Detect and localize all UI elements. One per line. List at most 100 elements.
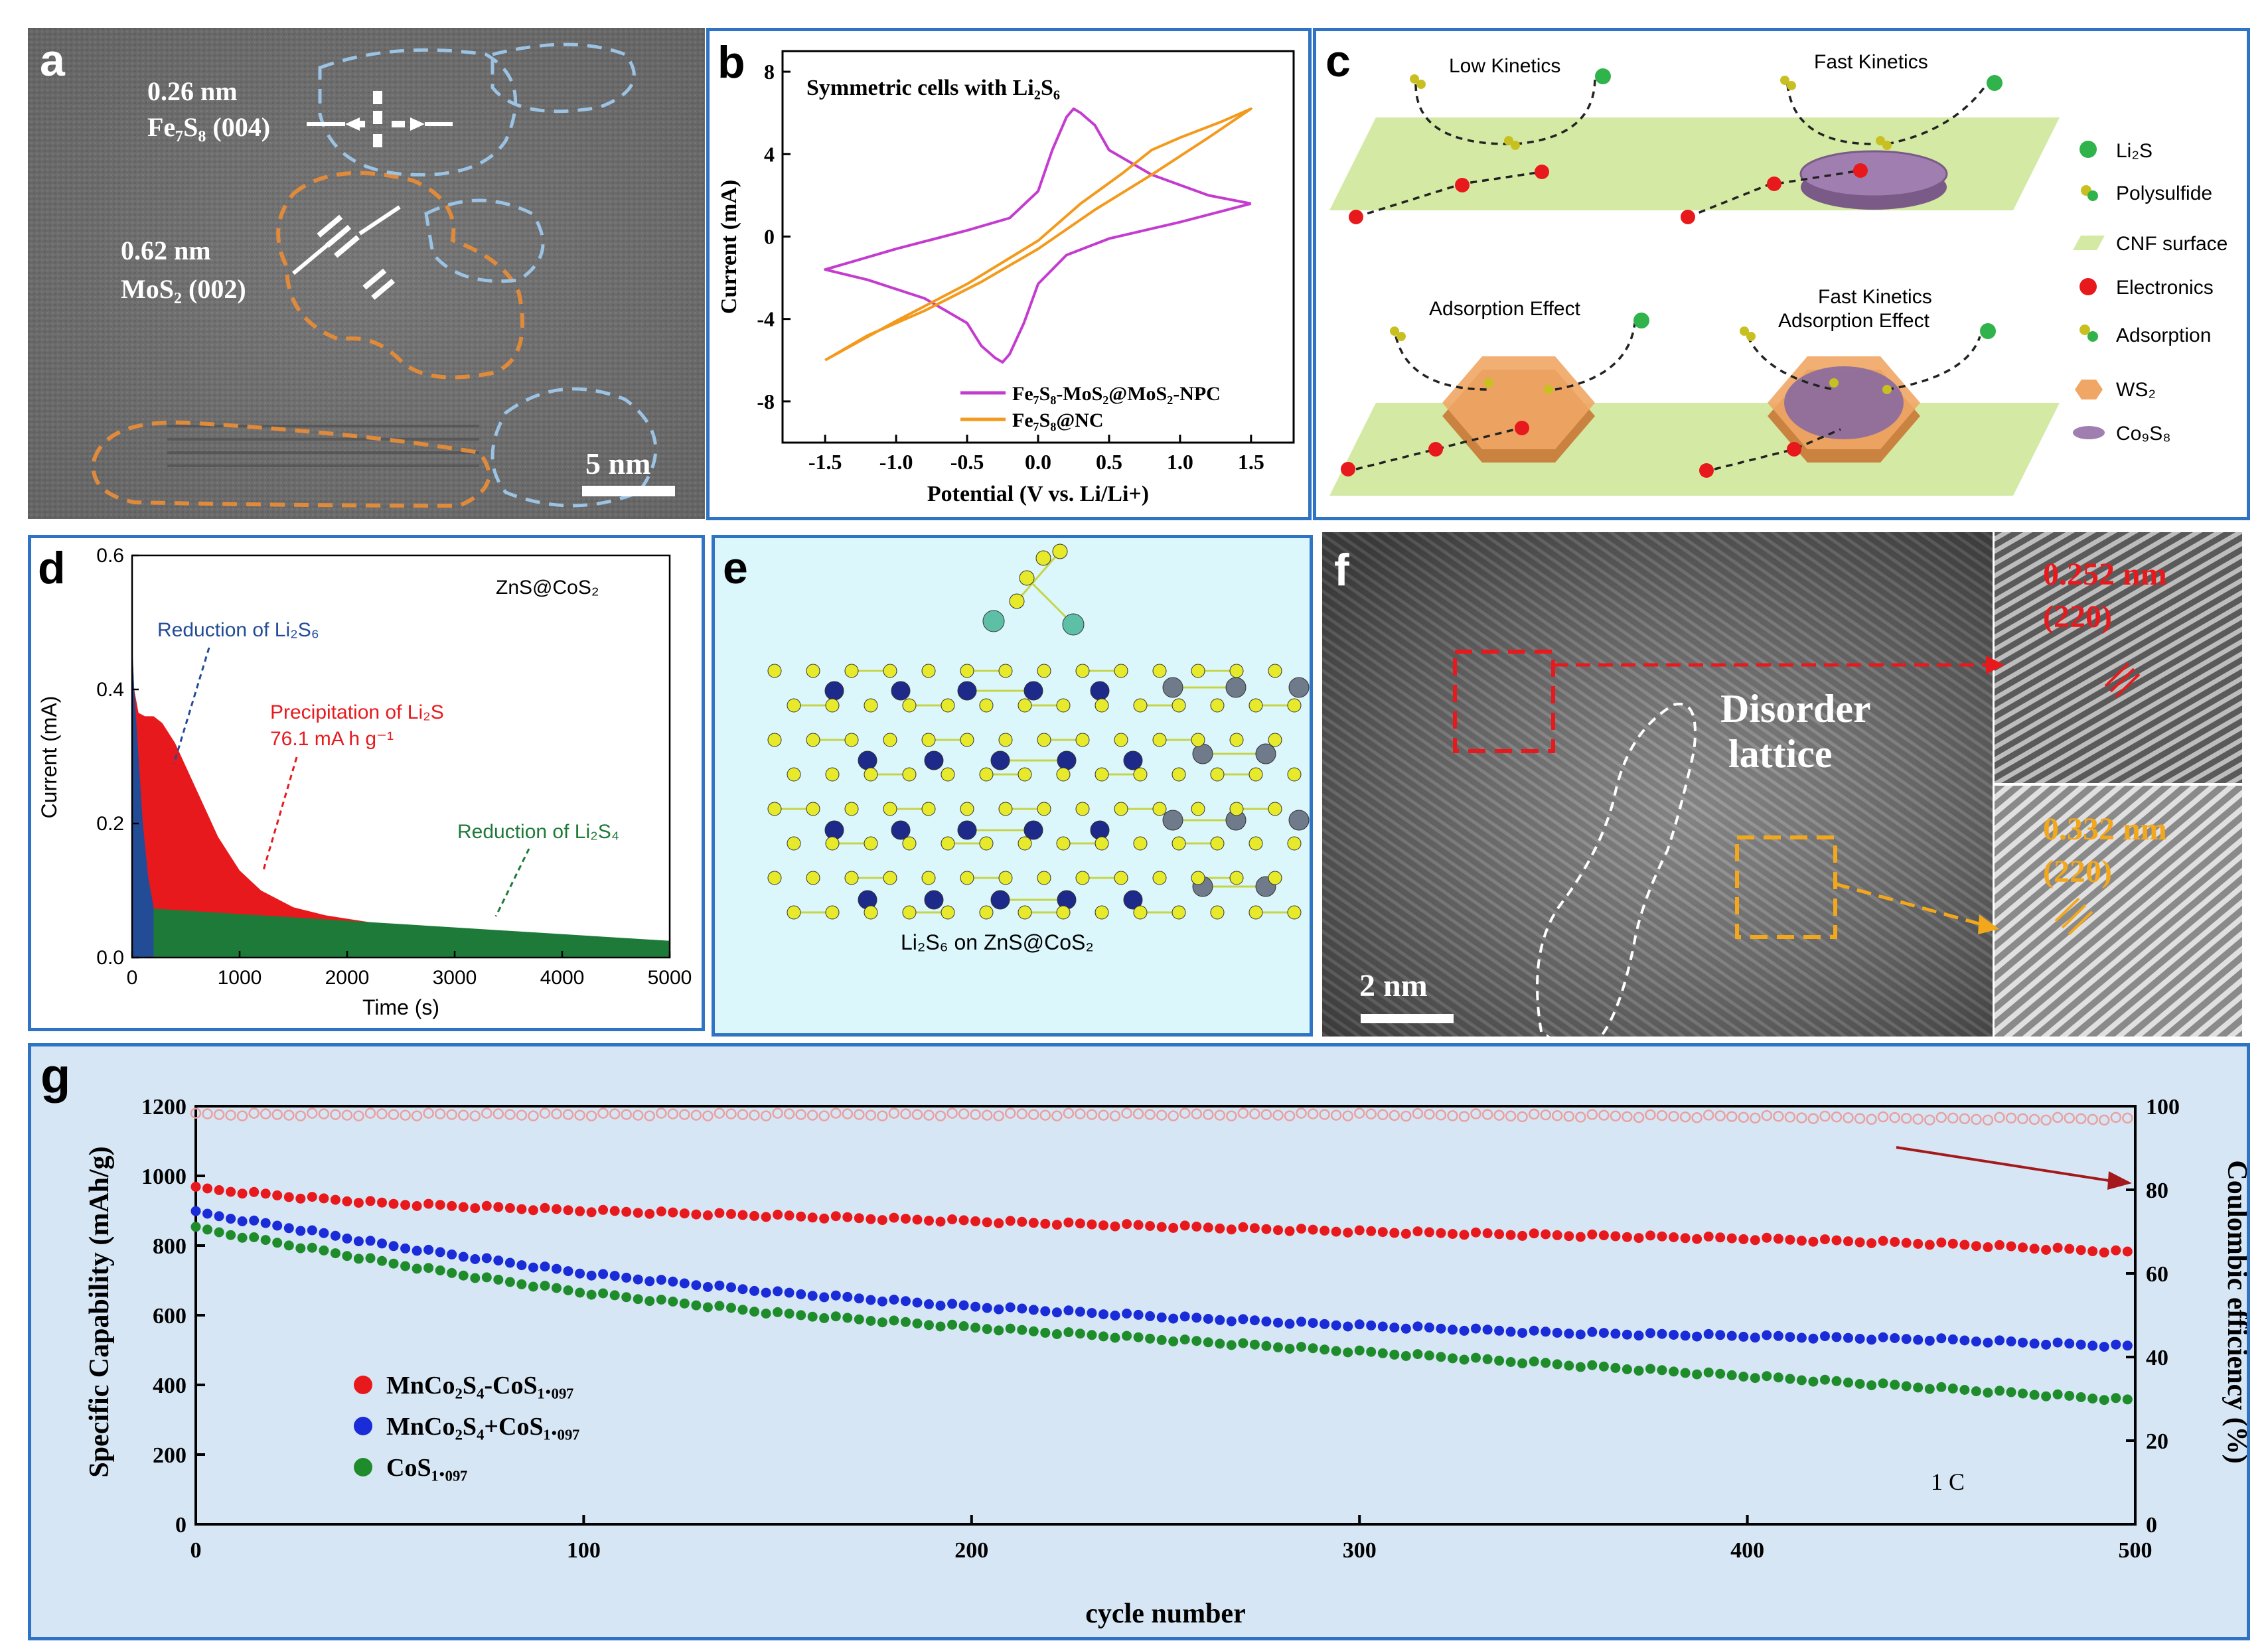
panel-f-label: f <box>1334 545 1349 595</box>
data-point <box>528 1262 538 1273</box>
data-point <box>260 1188 271 1199</box>
data-point <box>411 1110 423 1121</box>
data-point <box>190 1181 201 1192</box>
data-point <box>1331 1226 1341 1237</box>
data-point <box>1796 1112 1807 1123</box>
data-point <box>1715 1368 1726 1379</box>
data-point <box>796 1211 806 1222</box>
atom <box>787 767 801 782</box>
data-point <box>307 1242 317 1253</box>
data-point <box>1726 1370 1737 1380</box>
data-point <box>1191 1313 1202 1323</box>
data-point <box>1657 1328 1667 1339</box>
data-point <box>702 1210 713 1220</box>
data-point <box>1226 1224 1237 1235</box>
data-point <box>307 1225 317 1236</box>
data-point <box>1750 1373 1760 1384</box>
data-point <box>1156 1110 1168 1121</box>
data-point <box>1564 1328 1574 1339</box>
legend-label-g-1: MnCo₂S₄+CoS₁.₀₉₇ <box>386 1413 580 1441</box>
atom <box>1229 664 1244 678</box>
atom <box>941 767 955 782</box>
x-tick-label-b: -0.5 <box>950 450 984 474</box>
data-point <box>1039 1110 1051 1121</box>
data-point <box>1040 1218 1051 1229</box>
rate-label: 1 C <box>1931 1469 1965 1495</box>
data-point <box>1435 1110 1447 1121</box>
data-point <box>1005 1302 1016 1313</box>
y-tick-label-b: 4 <box>764 142 775 166</box>
y-tick-label-g: 1000 <box>141 1165 187 1189</box>
y2-tick-label-g: 20 <box>2146 1429 2168 1454</box>
data-point <box>1377 1348 1388 1358</box>
data-point <box>516 1110 528 1121</box>
atom <box>787 905 801 920</box>
data-point <box>1541 1327 1551 1337</box>
data-point <box>1657 1365 1667 1376</box>
data-point <box>807 1212 818 1223</box>
data-point <box>412 1263 422 1274</box>
data-point <box>773 1209 783 1220</box>
data-point <box>2052 1389 2063 1400</box>
data-point <box>1215 1315 1225 1325</box>
data-point <box>2029 1244 2040 1254</box>
data-point <box>668 1207 678 1218</box>
data-point <box>1831 1376 1842 1386</box>
label-lattice: lattice <box>1728 732 1833 776</box>
area-series-d-2 <box>132 642 412 958</box>
data-point <box>1308 1343 1318 1354</box>
atom <box>844 733 859 747</box>
data-point <box>1308 1318 1318 1328</box>
data-point <box>2064 1338 2075 1349</box>
data-point <box>1901 1238 1912 1248</box>
data-point <box>900 1108 911 1119</box>
data-point <box>621 1292 632 1303</box>
data-point <box>1971 1386 1981 1397</box>
atom <box>1114 733 1128 747</box>
y-tick-label-b: -8 <box>757 390 775 413</box>
material-label-d: ZnS@CoS₂ <box>496 577 599 599</box>
data-point <box>1726 1330 1737 1341</box>
data-point <box>412 1201 422 1211</box>
data-point <box>888 1108 900 1119</box>
data-point <box>1237 1108 1249 1119</box>
atom <box>806 664 820 678</box>
data-point <box>540 1281 550 1291</box>
y-tick-label-g: 600 <box>153 1304 187 1328</box>
atom <box>1057 751 1077 770</box>
x-tick-label-b: 0.5 <box>1096 450 1122 474</box>
atom <box>844 664 859 678</box>
x-tick-label-d: 5000 <box>648 967 692 989</box>
data-point <box>1552 1359 1562 1370</box>
panel-a: a 0.26 nm Fe₇S₈ (004) 0.62 nm MoS₂ (002)… <box>28 28 705 519</box>
data-point <box>866 1214 876 1224</box>
atom <box>902 767 917 782</box>
data-point <box>353 1198 364 1208</box>
data-point <box>1133 1332 1144 1342</box>
inset1-spacing: 0.252 nm <box>2043 557 2167 592</box>
data-point <box>1273 1317 1283 1328</box>
x-tick-label-b: 1.5 <box>1238 450 1264 474</box>
data-point <box>994 1218 1004 1228</box>
data-point <box>1633 1112 1645 1123</box>
atom <box>979 767 994 782</box>
data-point <box>2087 1394 2098 1404</box>
data-point <box>1342 1110 1353 1121</box>
data-point <box>1575 1232 1586 1242</box>
data-point <box>1714 1110 1726 1121</box>
data-point <box>1622 1364 1632 1374</box>
inset1-plane: (220) <box>2043 599 2112 634</box>
data-point <box>597 1108 609 1119</box>
data-point <box>598 1288 609 1299</box>
data-point <box>342 1251 352 1261</box>
atom <box>902 698 917 713</box>
data-point <box>1947 1238 1958 1249</box>
data-point <box>1773 1234 1783 1244</box>
atom <box>1114 664 1128 678</box>
data-point <box>842 1291 853 1302</box>
annotation-capacity: 76.1 mA h g⁻¹ <box>270 728 394 750</box>
data-point <box>1005 1323 1016 1334</box>
data-point <box>1494 1355 1505 1366</box>
data-point <box>2099 1247 2109 1257</box>
data-point <box>1458 1111 1470 1122</box>
